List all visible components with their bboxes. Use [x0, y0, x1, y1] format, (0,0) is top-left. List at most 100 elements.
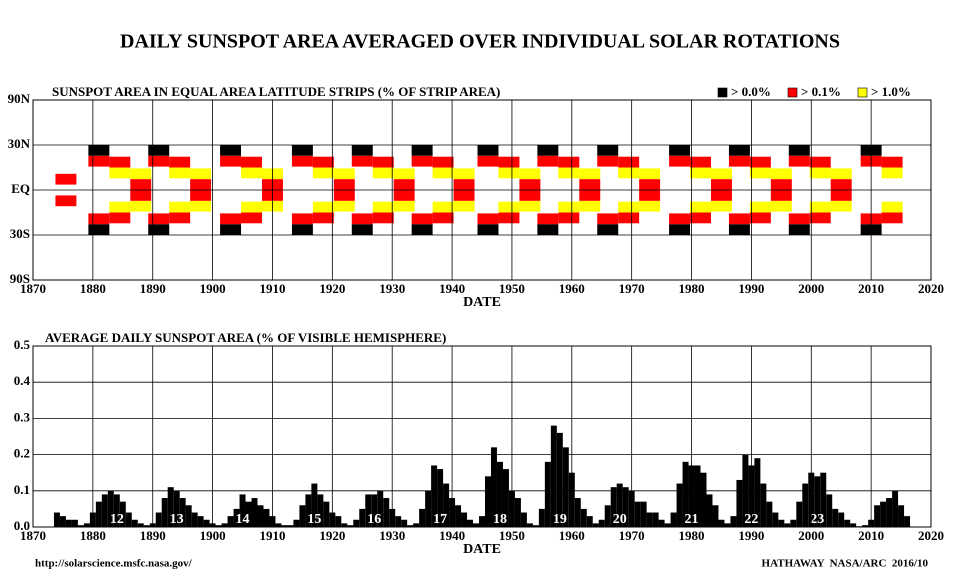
heat-cell: [579, 168, 601, 180]
heat-cell: [241, 156, 262, 168]
bar: [371, 494, 378, 527]
heat-cell: [498, 212, 520, 224]
heat-cell: [169, 167, 191, 179]
bar: [227, 516, 234, 527]
x-tick-label: 1940: [439, 281, 465, 296]
heat-cell: [639, 190, 661, 201]
bar: [179, 498, 186, 527]
bar: [694, 465, 701, 527]
bar: [257, 505, 264, 527]
heat-cell: [669, 145, 691, 156]
bar: [425, 490, 432, 527]
heat-cell: [770, 200, 792, 212]
heat-cell: [333, 200, 355, 212]
heat-cell: [169, 156, 191, 168]
heat-cell: [372, 167, 394, 179]
bar: [95, 501, 102, 527]
heat-cell: [749, 156, 771, 168]
bar: [712, 505, 719, 527]
heat-cell: [618, 201, 640, 213]
y-tick-label: 30N: [8, 136, 31, 151]
heat-cell: [728, 224, 750, 235]
bar: [113, 494, 120, 527]
bar: [395, 516, 402, 527]
heat-cell: [190, 179, 212, 190]
bar: [604, 505, 611, 527]
bar: [101, 494, 108, 527]
bar: [419, 508, 426, 527]
heat-cell: [669, 155, 691, 167]
heat-cell: [333, 179, 355, 190]
heat-cell: [519, 168, 541, 180]
bar: [802, 483, 809, 527]
bar: [401, 519, 408, 527]
y-tick-label: 90N: [8, 91, 31, 106]
heat-cell: [55, 173, 77, 185]
bar: [772, 512, 779, 527]
heat-cell: [453, 168, 475, 180]
heat-cell: [291, 224, 313, 235]
heat-cell: [130, 168, 152, 180]
heat-cell: [618, 212, 640, 224]
heat-cell: [639, 200, 661, 212]
x-tick-label: 2020: [918, 528, 944, 543]
cycle-label: 19: [553, 512, 567, 527]
heat-cell: [372, 156, 394, 168]
heat-cell: [312, 167, 334, 179]
heat-cell: [770, 168, 792, 180]
heat-cell: [881, 201, 903, 213]
heat-cell: [710, 179, 732, 190]
heat-cell: [809, 167, 831, 179]
x-tick-label: 1980: [679, 281, 705, 296]
bar: [317, 494, 324, 527]
heat-cell: [351, 213, 373, 225]
heat-cell: [788, 213, 810, 225]
heat-cell: [537, 224, 559, 235]
bar: [664, 523, 671, 527]
bar: [299, 505, 306, 527]
bar: [880, 501, 887, 527]
chart-title: AVERAGE DAILY SUNSPOT AREA (% OF VISIBLE…: [45, 330, 446, 345]
bar: [377, 490, 384, 527]
heat-cell: [291, 155, 313, 167]
heat-cell: [537, 213, 559, 225]
bar: [520, 512, 527, 527]
heat-cell: [788, 155, 810, 167]
heat-cell: [148, 145, 170, 156]
y-tick-label: 0.4: [14, 373, 31, 388]
bar: [514, 498, 521, 527]
heat-cell: [830, 168, 852, 180]
heat-cell: [220, 145, 242, 156]
heat-cell: [432, 212, 454, 224]
heat-cell: [749, 167, 771, 179]
bar: [790, 519, 797, 527]
x-tick-label: 1990: [738, 528, 764, 543]
heat-cell: [537, 155, 559, 167]
cycle-label: 17: [433, 512, 447, 527]
bar: [850, 523, 857, 527]
heat-cell: [220, 213, 242, 225]
heat-cell: [130, 200, 152, 212]
footer-right: HATHAWAY NASA/ARC 2016/10: [762, 558, 929, 570]
bar: [700, 472, 707, 527]
heat-cell: [88, 213, 110, 225]
x-tick-label: 1900: [200, 281, 226, 296]
x-tick-label: 1910: [259, 528, 285, 543]
heat-cell: [788, 145, 810, 156]
heat-cell: [690, 156, 711, 168]
bar: [443, 483, 450, 527]
heat-cell: [333, 190, 355, 201]
heat-cell: [130, 190, 152, 201]
bar: [502, 469, 509, 527]
heat-cell: [519, 190, 541, 201]
x-tick-label: 2000: [798, 528, 824, 543]
heat-cell: [241, 212, 262, 224]
heat-cell: [770, 179, 792, 190]
y-tick-label: EQ: [11, 181, 30, 196]
bar: [479, 516, 485, 527]
legend-swatch: [787, 87, 798, 98]
bar: [59, 516, 66, 527]
heat-cell: [519, 179, 541, 190]
heat-cell: [579, 179, 601, 190]
heat-cell: [579, 190, 601, 201]
